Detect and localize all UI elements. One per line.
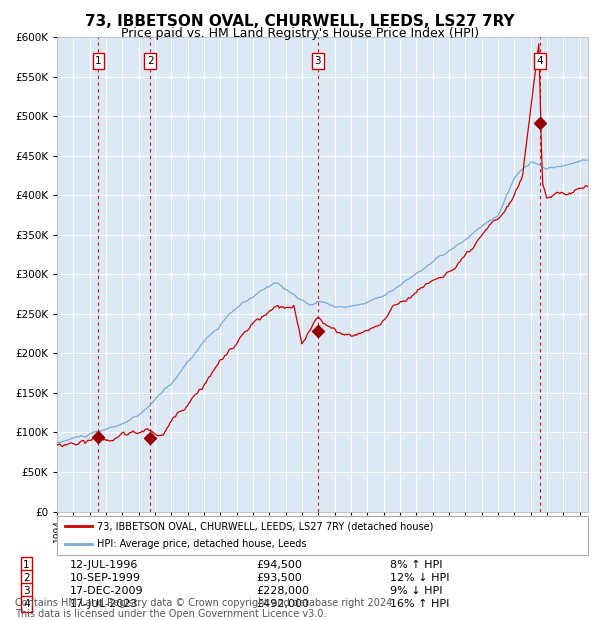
Text: 1: 1 bbox=[95, 56, 102, 66]
Text: 1: 1 bbox=[23, 560, 30, 570]
Text: 73, IBBETSON OVAL, CHURWELL, LEEDS, LS27 7RY: 73, IBBETSON OVAL, CHURWELL, LEEDS, LS27… bbox=[85, 14, 515, 29]
Text: 16% ↑ HPI: 16% ↑ HPI bbox=[391, 599, 449, 609]
Text: 3: 3 bbox=[23, 586, 30, 596]
Text: 12% ↓ HPI: 12% ↓ HPI bbox=[391, 573, 450, 583]
Text: £93,500: £93,500 bbox=[256, 573, 302, 583]
Text: 9% ↓ HPI: 9% ↓ HPI bbox=[391, 586, 443, 596]
FancyBboxPatch shape bbox=[57, 516, 588, 555]
Text: Price paid vs. HM Land Registry's House Price Index (HPI): Price paid vs. HM Land Registry's House … bbox=[121, 27, 479, 40]
Text: 8% ↑ HPI: 8% ↑ HPI bbox=[391, 560, 443, 570]
Text: £492,000: £492,000 bbox=[256, 599, 310, 609]
Text: 4: 4 bbox=[536, 56, 543, 66]
Text: 17-JUL-2023: 17-JUL-2023 bbox=[70, 599, 139, 609]
Text: 2: 2 bbox=[147, 56, 154, 66]
Text: 3: 3 bbox=[314, 56, 321, 66]
Text: 10-SEP-1999: 10-SEP-1999 bbox=[70, 573, 141, 583]
Text: 4: 4 bbox=[23, 599, 30, 609]
Text: HPI: Average price, detached house, Leeds: HPI: Average price, detached house, Leed… bbox=[97, 539, 307, 549]
Text: 12-JUL-1996: 12-JUL-1996 bbox=[70, 560, 139, 570]
Text: 17-DEC-2009: 17-DEC-2009 bbox=[70, 586, 144, 596]
Text: £94,500: £94,500 bbox=[256, 560, 302, 570]
Text: 2: 2 bbox=[23, 573, 30, 583]
Text: Contains HM Land Registry data © Crown copyright and database right 2024.
This d: Contains HM Land Registry data © Crown c… bbox=[15, 598, 395, 619]
Text: 73, IBBETSON OVAL, CHURWELL, LEEDS, LS27 7RY (detached house): 73, IBBETSON OVAL, CHURWELL, LEEDS, LS27… bbox=[97, 521, 433, 531]
Text: £228,000: £228,000 bbox=[256, 586, 310, 596]
